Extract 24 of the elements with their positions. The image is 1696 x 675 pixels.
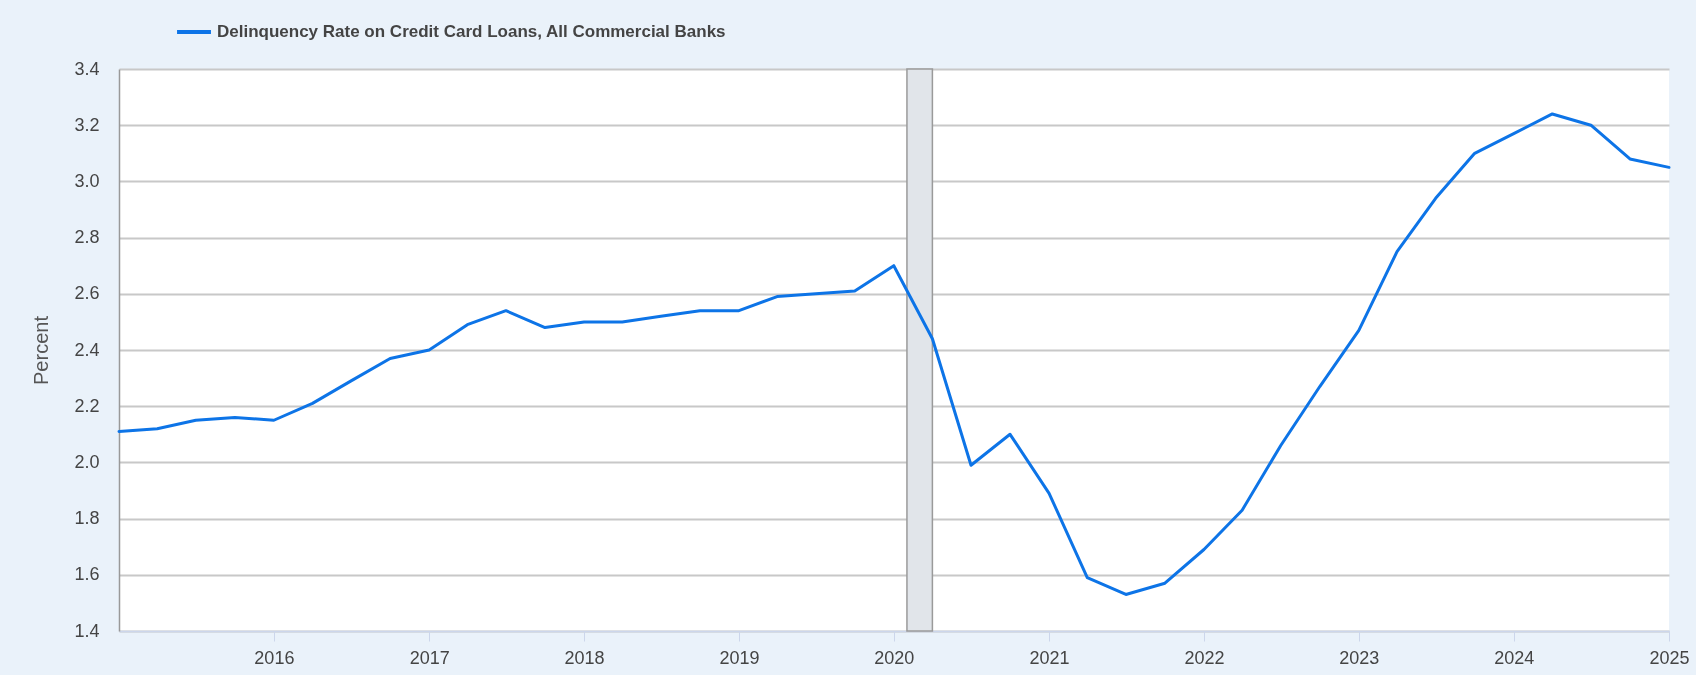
x-tick-label: 2022 (1184, 647, 1225, 668)
y-tick-label: 1.8 (74, 508, 100, 529)
y-axis-title: Percent (30, 315, 53, 385)
x-tick-label: 2021 (1029, 647, 1070, 668)
y-tick-label: 3.4 (74, 58, 100, 79)
x-tick-label: 2016 (254, 647, 295, 668)
y-tick-label: 2.2 (74, 395, 100, 416)
y-tick-label: 1.4 (74, 620, 100, 641)
y-tick-label: 2.4 (74, 339, 100, 360)
y-tick-label: 3.0 (74, 170, 100, 191)
y-tick-label: 2.0 (74, 451, 100, 472)
x-tick-label: 2018 (564, 647, 605, 668)
x-tick-label: 2023 (1339, 647, 1380, 668)
y-tick-label: 1.6 (74, 564, 100, 585)
x-tick-label: 2025 (1649, 647, 1690, 668)
legend-label: Delinquency Rate on Credit Card Loans, All Commercial Banks (217, 22, 726, 41)
line-series (117, 112, 1671, 596)
y-tick-label: 2.8 (74, 227, 100, 248)
y-tick-label: 3.2 (74, 114, 100, 135)
y-tick-label: 2.6 (74, 283, 100, 304)
x-tick-label: 2024 (1494, 647, 1535, 668)
x-tick-label: 2020 (874, 647, 915, 668)
x-tick-label: 2017 (409, 647, 450, 668)
x-tick-label: 2019 (719, 647, 760, 668)
